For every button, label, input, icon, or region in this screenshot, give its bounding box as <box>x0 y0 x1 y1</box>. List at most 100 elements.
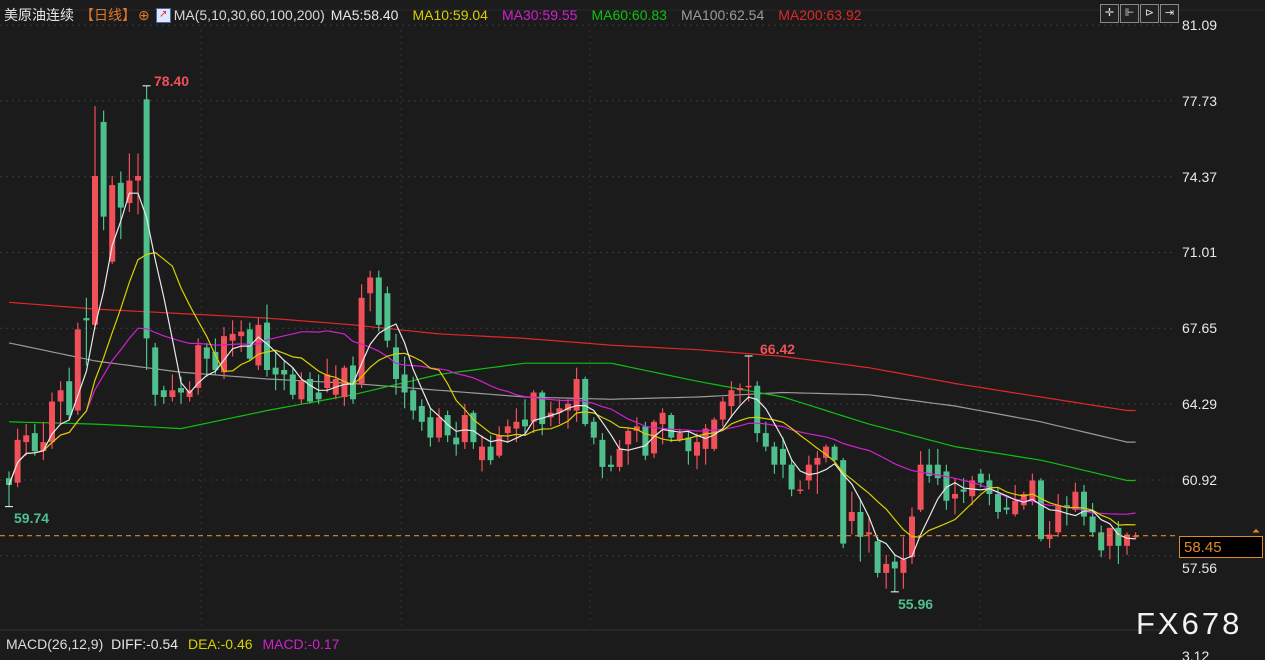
candle-up <box>1106 527 1113 546</box>
candle-up <box>719 401 726 420</box>
y-tick-label: 60.92 <box>1182 472 1218 488</box>
jump-start-icon[interactable]: ⊩ <box>1120 4 1139 23</box>
candle-down <box>1063 505 1070 508</box>
candle-up <box>745 385 752 388</box>
candle-down <box>754 385 761 434</box>
macd-axis-label: 3.12 <box>1182 648 1210 660</box>
candle-down <box>977 473 984 483</box>
ma-params: MA(5,10,30,60,100,200) <box>173 7 325 23</box>
candle-up <box>57 390 64 402</box>
candle-up <box>126 180 133 204</box>
candle-up <box>866 532 872 535</box>
y-tick-label: 71.01 <box>1182 244 1218 261</box>
target-icon[interactable]: ⊕ <box>138 6 150 23</box>
candle-down <box>522 419 528 427</box>
candle-up <box>530 392 537 422</box>
candle-up <box>1072 491 1079 510</box>
candle-down <box>943 471 950 501</box>
chart-header: 美原油连续 【日线】 ⊕ ↗ MA(5,10,30,60,100,200) MA… <box>4 5 868 25</box>
candle-up <box>814 457 821 465</box>
candle-up <box>169 390 176 398</box>
candle-up <box>92 176 98 325</box>
y-tick-label: 67.65 <box>1182 320 1218 337</box>
candle-up <box>900 559 907 573</box>
candle-up <box>633 426 640 431</box>
candle-up <box>1046 534 1053 540</box>
candle-down <box>960 489 967 492</box>
chart-line-icon[interactable]: ↗ <box>155 7 171 23</box>
candle-down <box>1115 527 1122 546</box>
candle-up <box>358 297 365 384</box>
candle-up <box>1055 505 1062 533</box>
candle-down <box>840 460 847 544</box>
candle-down <box>375 277 382 325</box>
y-tick-label: 81.09 <box>1182 17 1218 34</box>
candle-up <box>848 512 855 522</box>
candle-down <box>350 365 356 400</box>
candle-up <box>556 408 563 413</box>
candle-down <box>272 367 279 375</box>
candle-up <box>221 336 227 373</box>
candle-up <box>676 433 683 440</box>
scroll-up-icon[interactable]: ⏶ <box>1252 526 1260 537</box>
candle-down <box>66 381 73 416</box>
candle-down <box>6 478 12 485</box>
ma10-line <box>8 251 1136 538</box>
candle-down <box>934 464 941 479</box>
candle-down <box>857 512 864 537</box>
candle-down <box>995 493 1001 513</box>
play-icon[interactable]: ⊳ <box>1140 4 1159 23</box>
candle-down <box>874 541 881 573</box>
candle-down <box>986 480 993 494</box>
candle-down <box>1003 507 1010 510</box>
candle-down <box>152 347 159 395</box>
high-label: 78.40 <box>154 73 190 89</box>
candle-down <box>100 121 107 217</box>
candle-up <box>324 374 331 388</box>
macd-value: MACD:-0.17 <box>262 636 340 652</box>
ma100-line <box>8 342 1136 443</box>
candle-down <box>315 392 322 400</box>
candle-up <box>513 421 520 429</box>
ma30-value: MA30:59.55 <box>501 7 578 23</box>
candle-down <box>203 347 210 359</box>
candle-down <box>539 392 546 425</box>
y-tick-label: 77.73 <box>1182 92 1218 109</box>
y-tick-label: 74.37 <box>1182 168 1218 185</box>
ma60-value: MA60:60.83 <box>591 7 667 23</box>
candle-up <box>651 421 657 454</box>
candle-down <box>117 182 124 208</box>
candle-up <box>952 493 958 499</box>
symbol-title[interactable]: 美原油连续 <box>4 7 74 23</box>
candle-down <box>788 464 795 490</box>
candle-up <box>823 446 829 458</box>
candle-up <box>479 446 485 461</box>
candle-down <box>642 426 649 456</box>
candle-up <box>1124 534 1130 546</box>
candle-down <box>487 446 494 461</box>
period-label[interactable]: 【日线】 <box>80 7 136 23</box>
ma60-line <box>8 362 1136 482</box>
candle-up <box>135 176 141 181</box>
candle-up <box>195 345 202 388</box>
candle-down <box>83 318 90 321</box>
candle-down <box>668 415 675 438</box>
ma30-line <box>8 327 1136 515</box>
candle-down <box>418 406 425 422</box>
exit-icon[interactable]: ⇥ <box>1160 4 1179 23</box>
candle-up <box>461 415 468 443</box>
ma5-line <box>8 192 1136 561</box>
candle-up <box>40 442 47 452</box>
candle-up <box>616 448 623 467</box>
crosshair-icon[interactable]: ✛ <box>1100 4 1119 23</box>
candle-up <box>883 563 890 573</box>
candle-down <box>926 464 933 476</box>
candle-up <box>728 390 735 407</box>
ma100-value: MA100:62.54 <box>680 7 765 23</box>
candle-down <box>771 446 778 465</box>
candle-down <box>178 387 184 393</box>
ma200-line <box>8 301 1136 412</box>
candle-down <box>831 446 838 461</box>
macd-diff: DIFF:-0.54 <box>111 636 179 652</box>
